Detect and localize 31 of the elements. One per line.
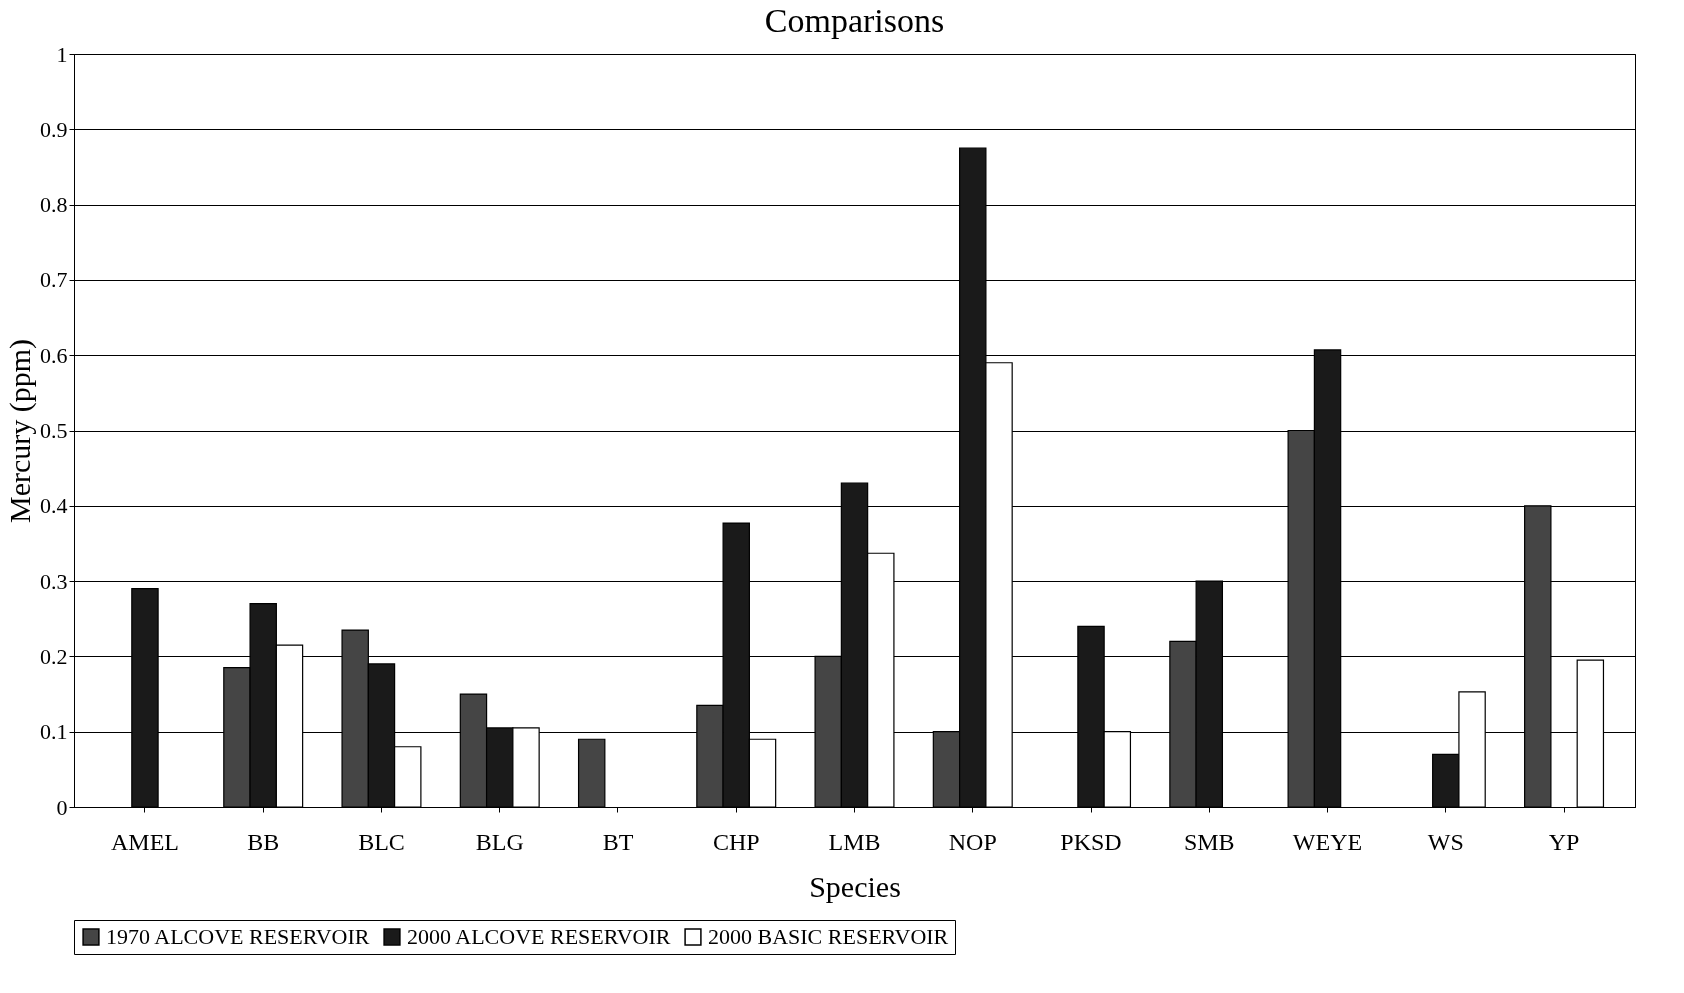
x-tick-label: SMB <box>1183 828 1235 855</box>
x-axis-title: Species <box>809 869 901 903</box>
legend-label: 1970 ALCOVE RESERVOIR <box>106 924 370 949</box>
y-tick-label: 0.4 <box>40 493 68 519</box>
x-tick-label: YP <box>1548 828 1580 855</box>
y-tick-label: 0.2 <box>40 643 68 669</box>
y-tick-label: 0.8 <box>40 192 68 218</box>
x-tick-label: NOP <box>948 828 997 855</box>
y-axis-title: Mercury (ppm) <box>3 338 37 524</box>
y-tick-label: 0.7 <box>40 267 68 293</box>
x-tick-label: WS <box>1427 828 1464 855</box>
y-tick-label: 0.6 <box>40 342 68 368</box>
x-tick-label: BLG <box>475 828 524 855</box>
x-tick-label: BLC <box>358 828 405 855</box>
x-tick-label: BB <box>247 828 280 855</box>
x-tick-label: CHP <box>712 828 760 855</box>
y-tick-label: 0.9 <box>40 116 68 142</box>
y-tick-label: 0 <box>56 794 68 820</box>
x-tick-label: PKSD <box>1060 828 1122 855</box>
y-tick-label: 0.1 <box>40 719 68 745</box>
x-tick-label: AMEL <box>110 828 179 855</box>
x-tick-label: WEYE <box>1292 828 1363 855</box>
y-tick-label: 1 <box>56 41 68 67</box>
chart-title: Comparisons <box>764 2 945 39</box>
x-tick-label: LMB <box>828 828 881 855</box>
legend-label: 2000 BASIC RESERVOIR <box>708 924 949 949</box>
y-tick-label: 0.3 <box>40 568 68 594</box>
bar <box>577 738 606 808</box>
legend-label: 2000 ALCOVE RESERVOIR <box>407 924 671 949</box>
y-tick-label: 0.5 <box>40 418 68 443</box>
x-tick-label: BT <box>602 828 634 855</box>
